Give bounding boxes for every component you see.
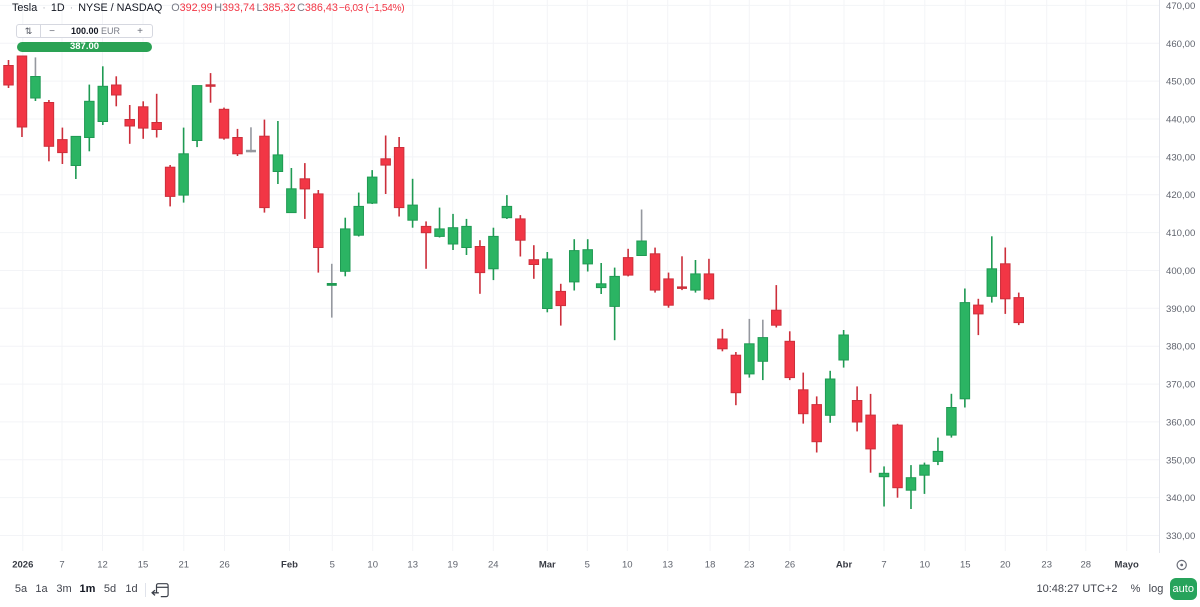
svg-text:20: 20 xyxy=(1000,559,1011,570)
svg-text:13: 13 xyxy=(407,559,418,570)
svg-text:24: 24 xyxy=(488,559,499,570)
svg-text:460,00: 460,00 xyxy=(1166,39,1195,50)
svg-text:7: 7 xyxy=(59,559,64,570)
svg-text:440,00: 440,00 xyxy=(1166,115,1195,126)
svg-text:18: 18 xyxy=(705,559,716,570)
svg-text:370,00: 370,00 xyxy=(1166,380,1195,391)
svg-text:360,00: 360,00 xyxy=(1166,417,1195,428)
svg-text:400,00: 400,00 xyxy=(1166,266,1195,277)
svg-text:13: 13 xyxy=(662,559,673,570)
svg-text:Mar: Mar xyxy=(539,559,556,570)
svg-text:7: 7 xyxy=(881,559,886,570)
svg-text:410,00: 410,00 xyxy=(1166,228,1195,239)
svg-text:340,00: 340,00 xyxy=(1166,493,1195,504)
svg-text:330,00: 330,00 xyxy=(1166,531,1195,542)
svg-text:15: 15 xyxy=(960,559,971,570)
svg-text:19: 19 xyxy=(447,559,458,570)
svg-text:5: 5 xyxy=(330,559,335,570)
svg-text:430,00: 430,00 xyxy=(1166,152,1195,163)
svg-text:470,00: 470,00 xyxy=(1166,1,1195,12)
svg-text:380,00: 380,00 xyxy=(1166,342,1195,353)
svg-text:450,00: 450,00 xyxy=(1166,77,1195,88)
svg-text:23: 23 xyxy=(744,559,755,570)
svg-text:390,00: 390,00 xyxy=(1166,304,1195,315)
svg-text:350,00: 350,00 xyxy=(1166,455,1195,466)
svg-text:2026: 2026 xyxy=(12,559,33,570)
svg-text:10: 10 xyxy=(367,559,378,570)
svg-text:Mayo: Mayo xyxy=(1115,559,1139,570)
svg-text:21: 21 xyxy=(179,559,190,570)
svg-text:Feb: Feb xyxy=(281,559,298,570)
svg-text:26: 26 xyxy=(219,559,230,570)
svg-text:12: 12 xyxy=(97,559,108,570)
svg-text:23: 23 xyxy=(1041,559,1052,570)
svg-text:420,00: 420,00 xyxy=(1166,190,1195,201)
svg-text:28: 28 xyxy=(1081,559,1092,570)
svg-text:5: 5 xyxy=(585,559,590,570)
svg-text:10: 10 xyxy=(622,559,633,570)
svg-text:Abr: Abr xyxy=(836,559,853,570)
svg-text:26: 26 xyxy=(785,559,796,570)
svg-text:10: 10 xyxy=(920,559,931,570)
svg-text:15: 15 xyxy=(138,559,149,570)
